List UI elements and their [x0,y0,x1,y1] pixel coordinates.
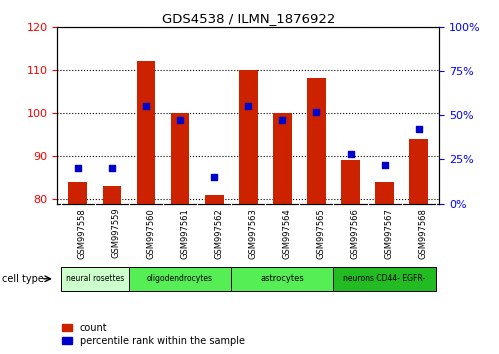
Bar [375,182,394,204]
Bar [273,113,292,204]
Point [142,103,150,109]
Point [278,118,286,123]
Point [346,151,354,157]
FancyBboxPatch shape [129,267,231,291]
Text: GSM997561: GSM997561 [180,208,189,258]
Legend: count, percentile rank within the sample: count, percentile rank within the sample [62,323,245,346]
Text: oligodendrocytes: oligodendrocytes [147,274,213,283]
Point [244,103,252,109]
Text: GSM997566: GSM997566 [350,208,359,259]
Text: GSM997558: GSM997558 [78,208,87,258]
FancyBboxPatch shape [333,267,436,291]
Point [381,162,389,167]
Bar [307,78,326,204]
Bar [171,113,190,204]
Point [312,109,320,114]
Bar [239,70,257,204]
Text: neurons CD44- EGFR-: neurons CD44- EGFR- [343,274,426,283]
Text: GSM997562: GSM997562 [214,208,223,258]
Text: GSM997568: GSM997568 [419,208,428,259]
Point [415,126,423,132]
Bar [137,61,155,204]
Point [210,174,218,180]
Text: GSM997563: GSM997563 [248,208,257,259]
Text: GSM997564: GSM997564 [282,208,291,258]
Text: cell type: cell type [2,274,44,284]
Text: GSM997560: GSM997560 [146,208,155,258]
FancyBboxPatch shape [61,267,129,291]
Point [74,165,82,171]
FancyBboxPatch shape [231,267,333,291]
Text: GSM997559: GSM997559 [112,208,121,258]
Text: GSM997565: GSM997565 [316,208,325,258]
Text: GSM997567: GSM997567 [385,208,394,259]
Bar [409,139,428,204]
Text: neural rosettes: neural rosettes [66,274,124,283]
Point [108,165,116,171]
Bar [68,182,87,204]
Text: astrocytes: astrocytes [260,274,304,283]
Point [176,118,184,123]
Bar [103,186,121,204]
Text: GDS4538 / ILMN_1876922: GDS4538 / ILMN_1876922 [162,12,335,25]
Bar [341,160,360,204]
Bar [205,195,224,204]
